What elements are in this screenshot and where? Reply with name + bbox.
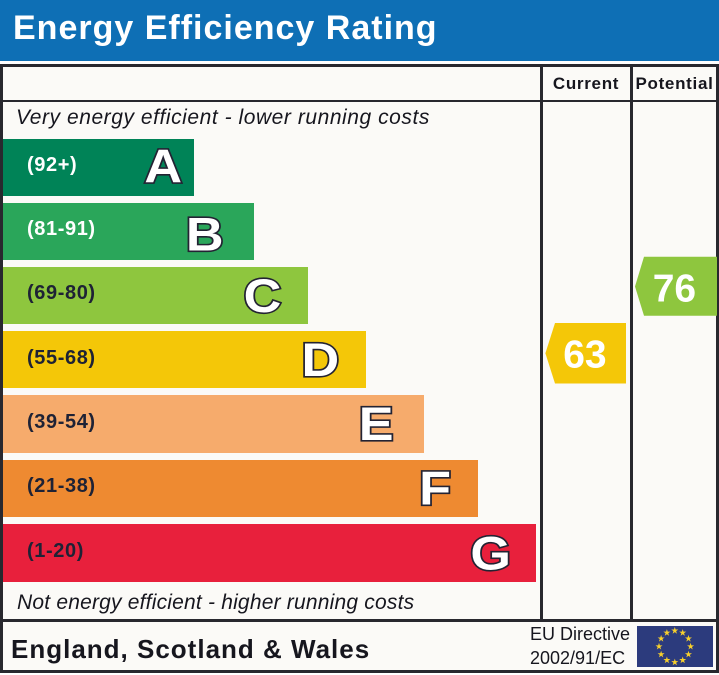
svg-text:A: A [144, 140, 182, 193]
svg-text:76: 76 [653, 267, 696, 310]
svg-text:C: C [244, 270, 282, 323]
svg-text:E: E [359, 398, 394, 451]
svg-text:D: D [302, 334, 340, 387]
svg-text:63: 63 [563, 334, 606, 377]
svg-text:B: B [186, 208, 224, 261]
svg-text:F: F [419, 462, 451, 515]
svg-text:G: G [470, 527, 511, 580]
